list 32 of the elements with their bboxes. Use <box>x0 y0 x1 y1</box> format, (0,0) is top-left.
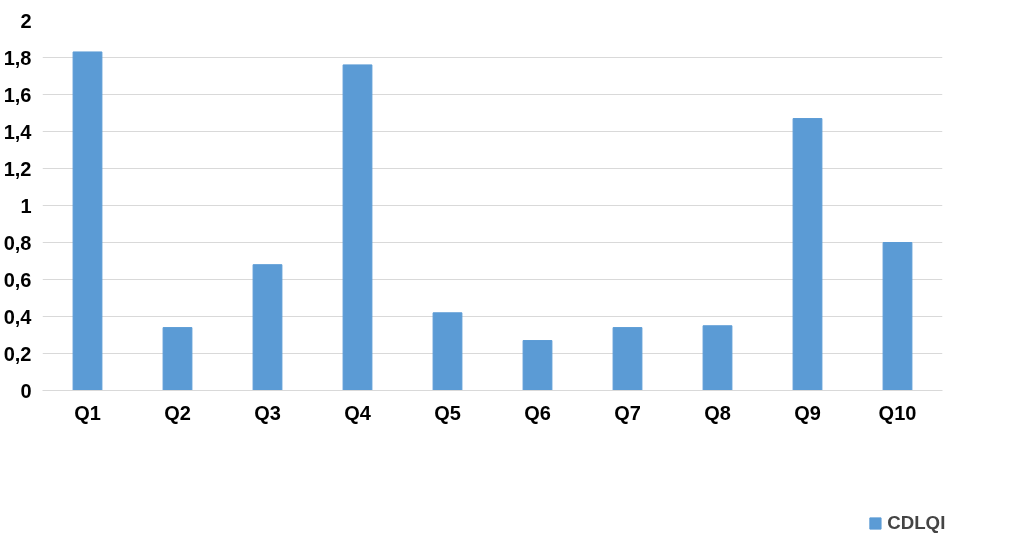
bar <box>522 340 553 391</box>
x-tick-label: Q3 <box>254 401 281 424</box>
x-tick-label: Q8 <box>704 401 731 424</box>
legend-label: CDLQI <box>887 512 946 534</box>
y-tick-label: 1 <box>20 194 32 217</box>
x-tick-label: Q10 <box>878 401 917 424</box>
bar <box>342 64 373 391</box>
x-tick-label: Q9 <box>794 401 821 424</box>
x-tick-label: Q5 <box>434 401 461 424</box>
y-tick-label: 1,8 <box>3 46 32 69</box>
x-tick-label: Q6 <box>524 401 551 424</box>
bar <box>432 312 463 391</box>
bar <box>252 264 283 391</box>
x-tick-label: Q4 <box>344 401 372 424</box>
y-tick-label: 1,4 <box>3 120 33 143</box>
bar <box>612 327 643 391</box>
y-tick-label: 1,6 <box>3 83 32 106</box>
bar <box>162 327 193 391</box>
y-tick-label: 2 <box>20 9 32 32</box>
x-tick-label: Q1 <box>74 401 101 424</box>
bar <box>882 242 913 391</box>
y-tick-label: 0,2 <box>3 342 32 365</box>
bar <box>72 51 103 391</box>
y-tick-label: 1,2 <box>3 157 32 180</box>
x-tick-label: Q2 <box>164 401 191 424</box>
y-tick-label: 0,4 <box>3 305 33 328</box>
y-tick-label: 0,6 <box>3 268 32 291</box>
x-tick-label: Q7 <box>614 401 641 424</box>
y-tick-label: 0 <box>20 379 32 402</box>
bar <box>702 325 733 391</box>
bar <box>792 118 823 391</box>
y-tick-label: 0,8 <box>3 231 32 254</box>
